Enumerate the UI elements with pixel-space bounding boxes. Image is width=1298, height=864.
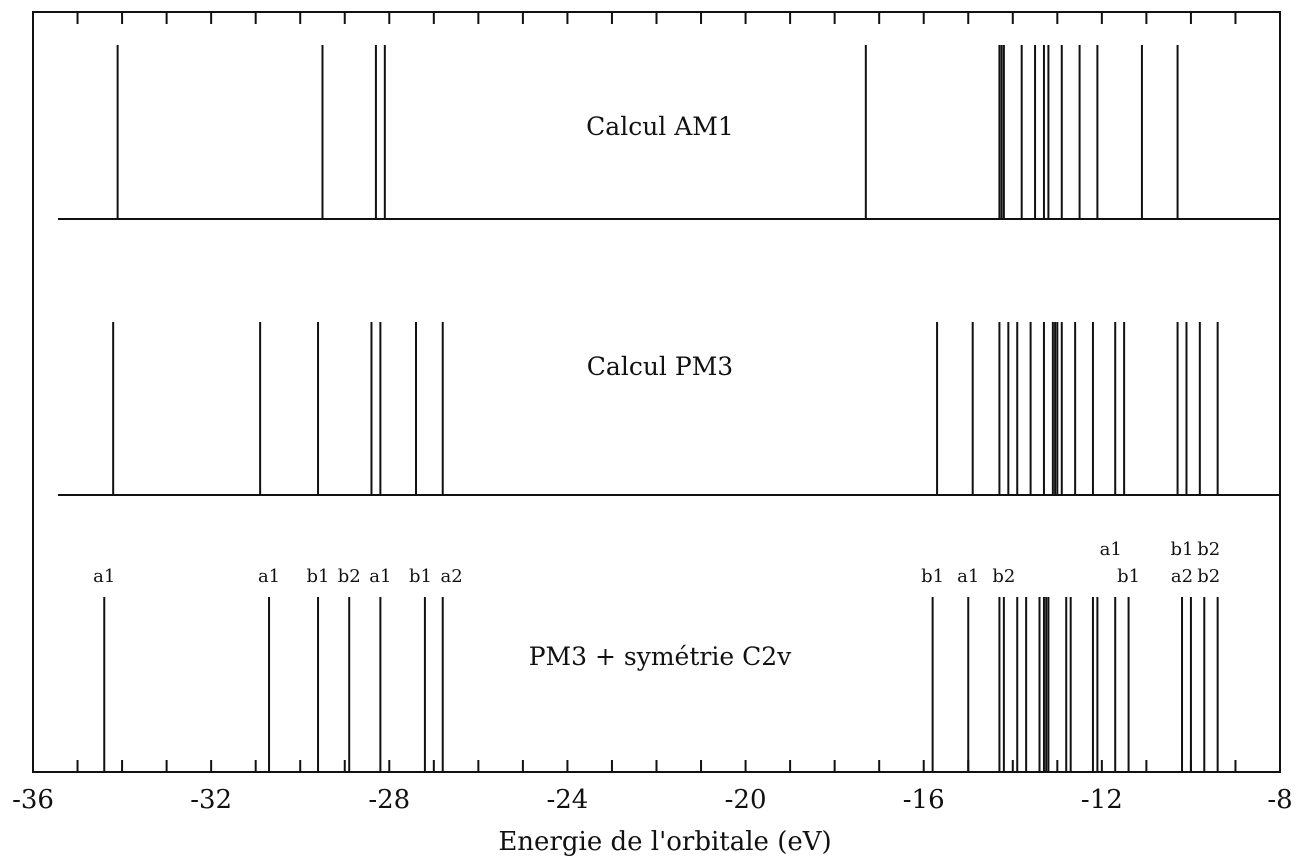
symmetry-label: a1 [258,566,280,587]
x-tick-label: -36 [12,785,54,815]
symmetry-label: b1 [1171,539,1194,560]
x-tick-label: -24 [546,785,588,815]
symmetry-label: a2 [441,566,463,587]
symmetry-label: a1 [369,566,391,587]
x-tick-label: -28 [368,785,410,815]
x-tick-label: -12 [1081,785,1123,815]
panel-title: PM3 + symétrie C2v [529,642,792,671]
symmetry-label: a1 [1100,539,1122,560]
x-tick-label: -20 [725,785,767,815]
symmetry-label: b1 [409,566,432,587]
x-axis: -36 -32 -28 -24 -20 -16 -12 -8 [12,12,1293,815]
symmetry-label: b2 [1197,566,1220,587]
symmetry-label: a1 [957,566,979,587]
symmetry-label: b1 [307,566,330,587]
panel-title: Calcul AM1 [586,112,734,141]
symmetry-label: b2 [992,566,1015,587]
symmetry-label: b2 [1197,539,1220,560]
panel-title: Calcul PM3 [587,352,733,381]
symmetry-label: b2 [338,566,361,587]
symmetry-label: a1 [93,566,115,587]
panel-2: Calcul PM3 [58,322,1280,496]
symmetry-label: a2 [1171,566,1193,587]
x-axis-title: Energie de l'orbitale (eV) [498,827,831,857]
symmetry-label: b1 [921,566,944,587]
panels: Calcul AM1 Calcul PM3 PM3 + symétrie C2v a1… [58,45,1280,772]
panel-1: Calcul AM1 [58,45,1280,220]
symmetry-label: b1 [1117,566,1140,587]
x-tick-label: -16 [903,785,945,815]
x-tick-label: -32 [190,785,232,815]
x-tick-label: -8 [1267,785,1292,815]
